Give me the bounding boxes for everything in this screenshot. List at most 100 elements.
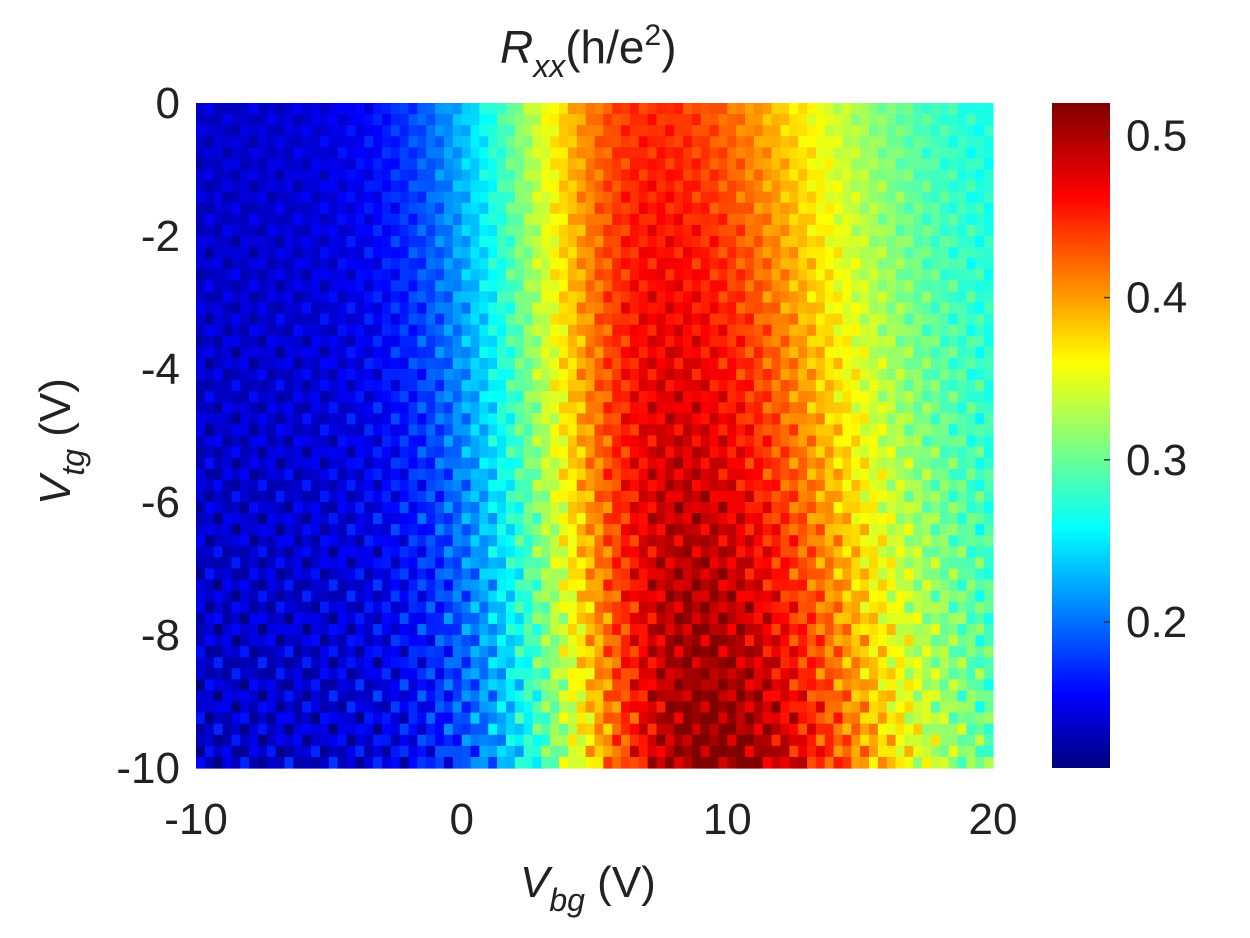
heatmap-cell [700, 490, 711, 503]
heatmap-cell [275, 424, 286, 437]
heatmap-cell [514, 657, 525, 669]
heatmap-cell [691, 269, 702, 281]
heatmap-cell [709, 136, 720, 148]
heatmap-cell [470, 114, 480, 126]
heatmap-cell [461, 446, 472, 459]
heatmap-cell [913, 446, 923, 459]
heatmap-cell [594, 335, 604, 348]
heatmap-cell [877, 114, 888, 126]
heatmap-cell [700, 513, 711, 525]
heatmap-cell [497, 224, 507, 237]
heatmap-cell [461, 247, 472, 259]
heatmap-cell [674, 701, 684, 714]
heatmap-cell [408, 546, 418, 559]
heatmap-cell [497, 125, 507, 137]
heatmap-cell [674, 435, 684, 448]
heatmap-cell [612, 623, 622, 636]
heatmap-cell [373, 612, 383, 625]
heatmap-cell [665, 568, 675, 581]
heatmap-cell [240, 136, 250, 148]
heatmap-cell [417, 402, 427, 414]
heatmap-cell [700, 158, 711, 171]
heatmap-cell [222, 269, 233, 281]
heatmap-cell [948, 490, 959, 503]
heatmap-cell [984, 380, 994, 392]
heatmap-cell [913, 313, 923, 326]
heatmap-cell [222, 258, 233, 270]
heatmap-cell [629, 224, 640, 237]
heatmap-cell [860, 524, 870, 536]
heatmap-cell [877, 346, 888, 359]
heatmap-cell [435, 291, 445, 304]
heatmap-cell [807, 158, 817, 171]
heatmap-cell [231, 280, 241, 293]
heatmap-cell [443, 679, 454, 692]
heatmap-cell [886, 413, 897, 426]
heatmap-cell [674, 346, 684, 359]
heatmap-cell [346, 114, 356, 126]
heatmap-cell [842, 169, 852, 182]
heatmap-cell [567, 236, 578, 248]
heatmap-cell [780, 568, 790, 581]
heatmap-cell [736, 557, 746, 570]
heatmap-cell [771, 546, 782, 559]
heatmap-cell [435, 147, 445, 160]
heatmap-cell [364, 169, 374, 182]
heatmap-cell [798, 147, 808, 160]
heatmap-cell [736, 357, 746, 370]
heatmap-cell [931, 258, 941, 270]
heatmap-cell [567, 612, 578, 625]
heatmap-cell [647, 324, 658, 337]
heatmap-cell [842, 668, 852, 680]
heatmap-cell [762, 435, 773, 448]
heatmap-cell [957, 479, 968, 492]
heatmap-cell [683, 180, 693, 193]
heatmap-cell [948, 701, 959, 714]
heatmap-cell [860, 557, 870, 570]
heatmap-cell [727, 114, 737, 126]
heatmap-cell [869, 335, 879, 348]
heatmap-cell [789, 457, 799, 470]
heatmap-cell [718, 136, 728, 148]
heatmap-cell [497, 269, 507, 281]
heatmap-cell [771, 679, 782, 692]
heatmap-cell [576, 247, 587, 259]
heatmap-cell [541, 623, 551, 636]
heatmap-cell [691, 158, 702, 171]
heatmap-cell [957, 646, 968, 658]
heatmap-cell [470, 690, 480, 703]
heatmap-cell [284, 346, 295, 359]
heatmap-cell [621, 635, 631, 647]
heatmap-cell [302, 158, 312, 171]
heatmap-cell [913, 568, 923, 581]
heatmap-cell [319, 247, 330, 259]
heatmap-cell [302, 335, 312, 348]
heatmap-cell [691, 657, 702, 669]
heatmap-cell [196, 291, 206, 304]
heatmap-cell [860, 125, 870, 137]
heatmap-cell [240, 424, 250, 437]
heatmap-cell [266, 125, 277, 137]
heatmap-cell [709, 103, 720, 115]
heatmap-cell [505, 701, 516, 714]
heatmap-cell [984, 191, 994, 204]
heatmap-cell [196, 213, 206, 226]
heatmap-cell [700, 391, 711, 403]
heatmap-cell [390, 535, 401, 547]
heatmap-cell [443, 125, 454, 137]
heatmap-cell [869, 657, 879, 669]
heatmap-cell [807, 612, 817, 625]
heatmap-cell [913, 468, 923, 481]
heatmap-cell [877, 313, 888, 326]
heatmap-cell [683, 280, 693, 293]
heatmap-cell [284, 158, 295, 171]
heatmap-cell [240, 657, 250, 669]
heatmap-cell [762, 313, 773, 326]
heatmap-cell [913, 546, 923, 559]
heatmap-cell [222, 335, 233, 348]
heatmap-cell [771, 369, 782, 381]
heatmap-cell [399, 712, 410, 725]
heatmap-cell [683, 103, 693, 115]
heatmap-cell [745, 446, 755, 459]
heatmap-cell [532, 369, 542, 381]
